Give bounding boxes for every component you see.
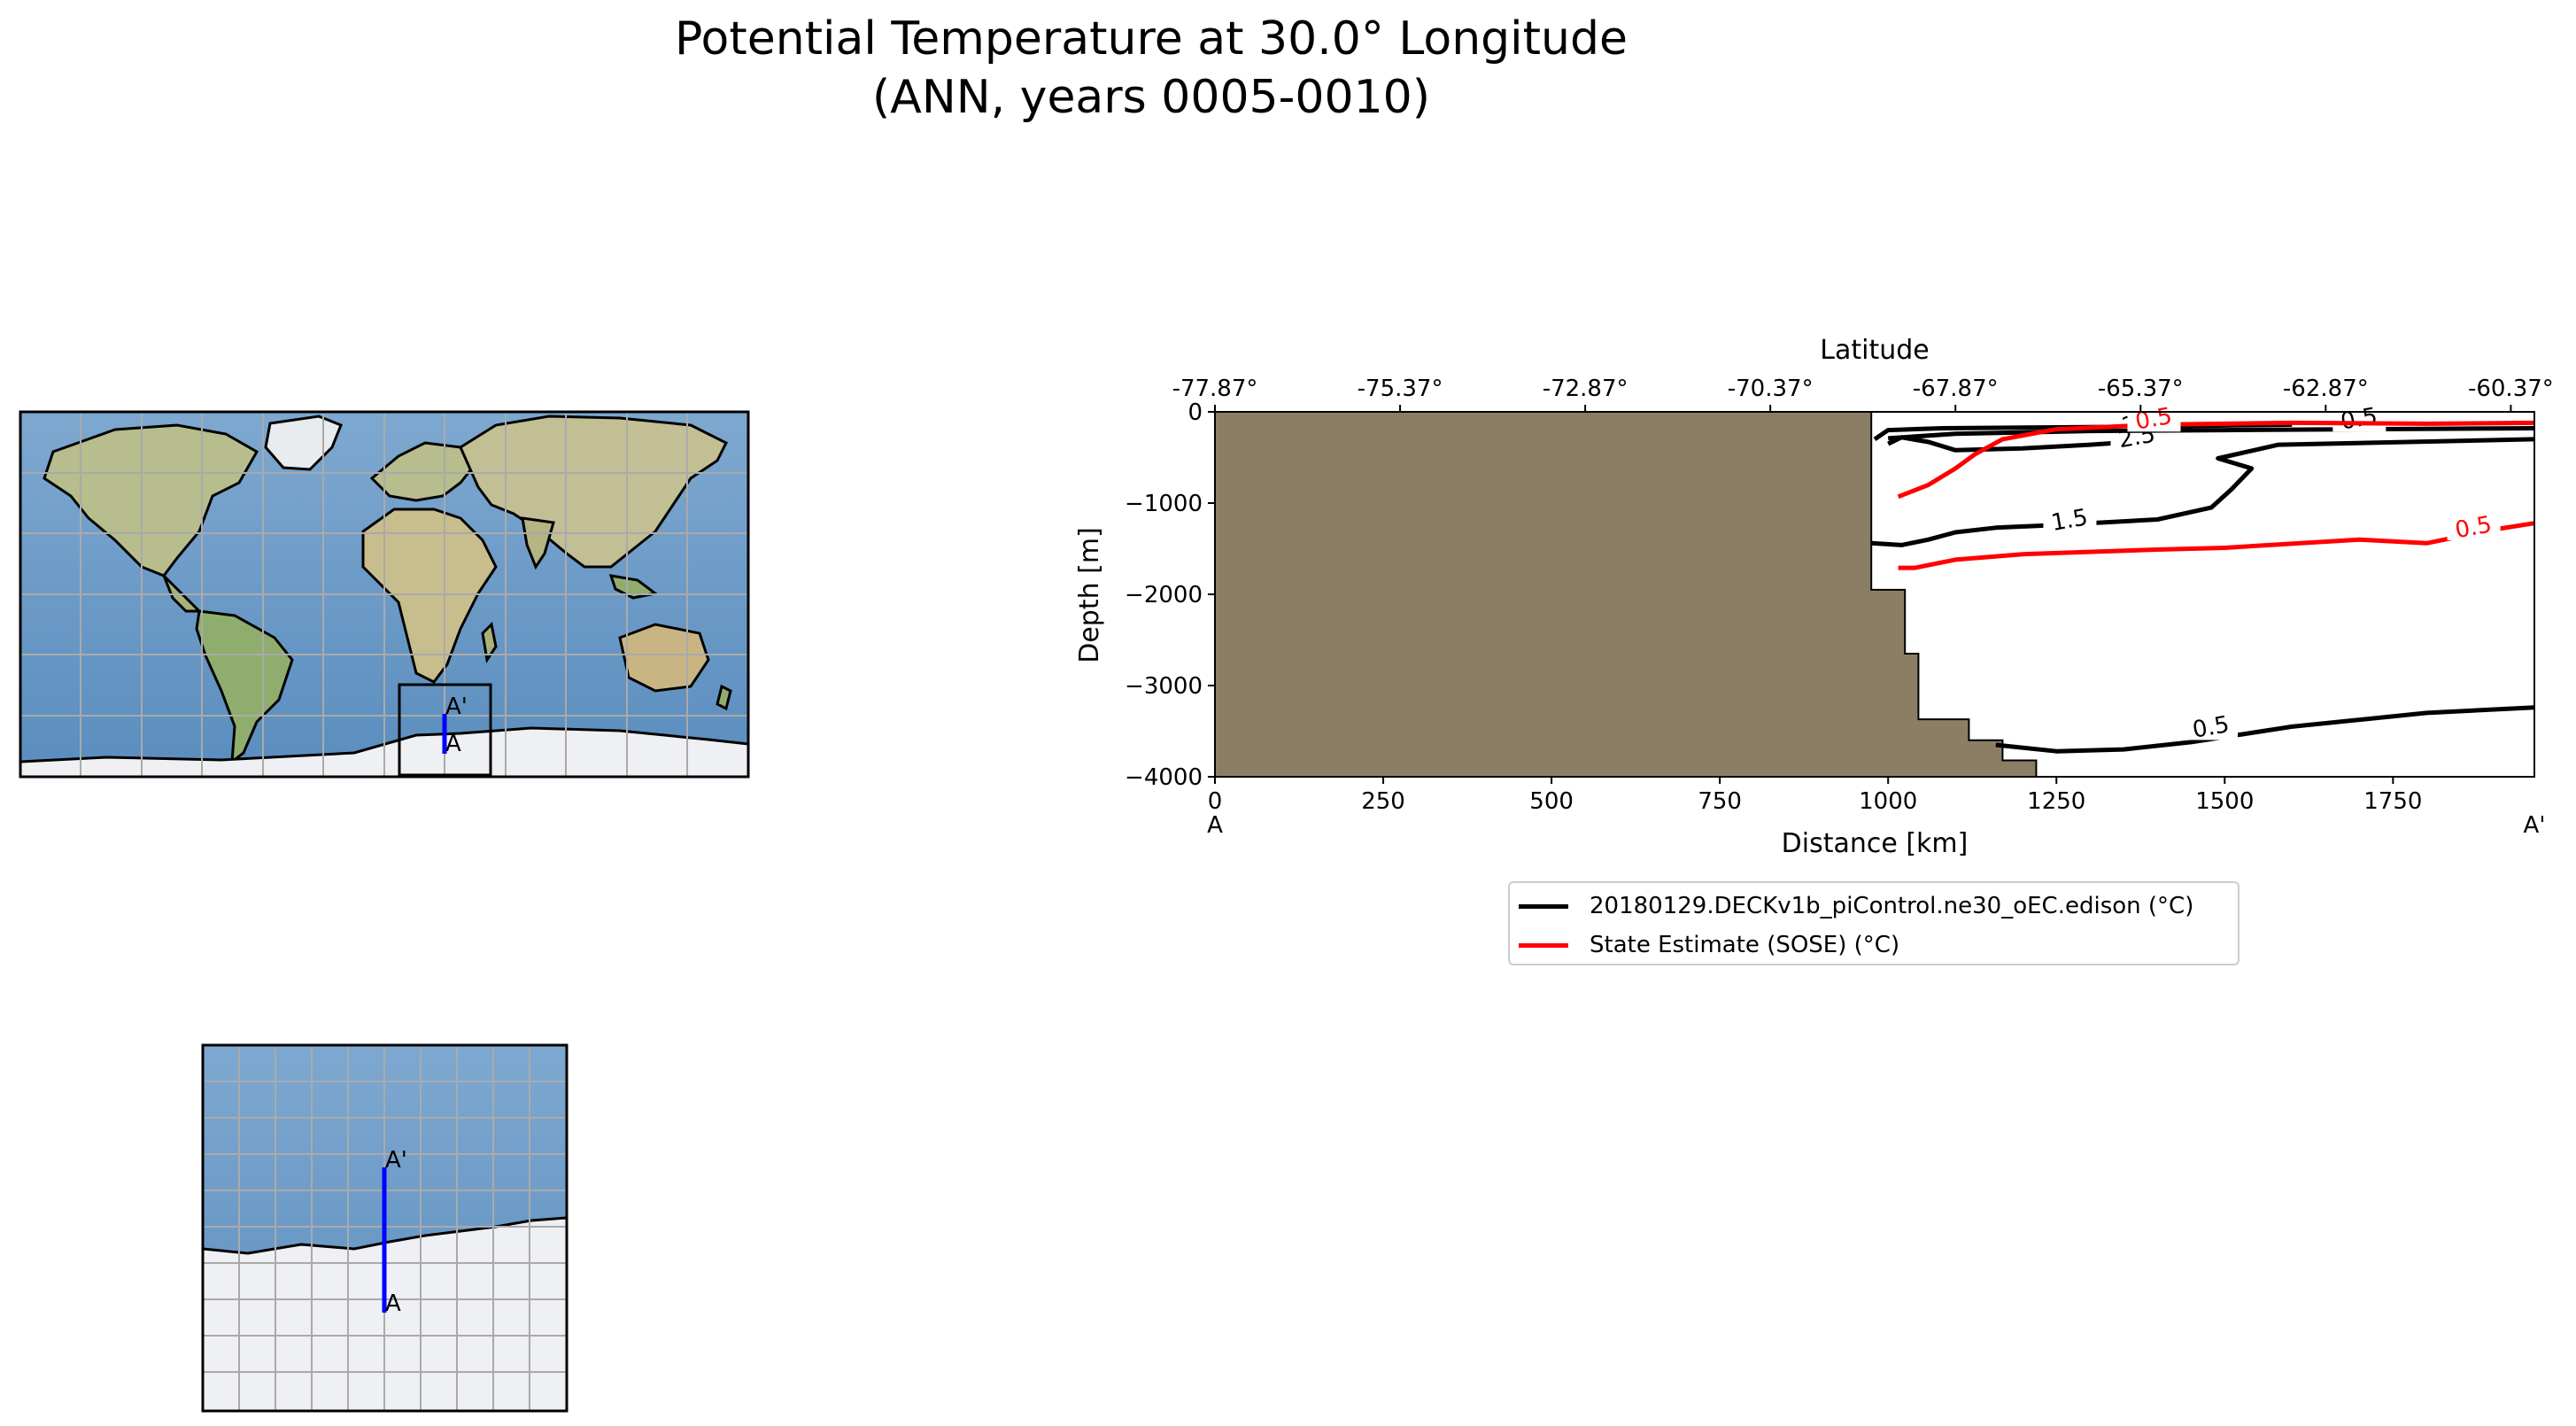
contour-line [1897, 420, 2535, 500]
top-tick-label: -77.87° [1172, 376, 1258, 402]
x-tick-label: 250 [1361, 788, 1405, 815]
top-tick-label: -62.87° [2283, 376, 2369, 402]
y-tick-label: −2000 [1125, 582, 1203, 608]
contour-label-background [2127, 405, 2181, 432]
top-axis-label: Latitude [1820, 335, 1929, 366]
top-tick-label: -67.87° [1913, 376, 1999, 402]
y-tick-label: −4000 [1125, 764, 1203, 791]
inset-label-a: A [385, 1290, 401, 1317]
contour-label: 1.5 [2049, 504, 2090, 537]
endpoint-label-end: A' [2524, 812, 2546, 839]
x-tick-label: 1750 [2363, 788, 2422, 815]
x-tick-label: 750 [1698, 788, 1742, 815]
legend-swatch-sose [1519, 942, 1568, 948]
y-tick-label: 0 [1187, 399, 1203, 426]
legend-swatch-model [1519, 903, 1568, 909]
bathymetry-land [1214, 411, 2038, 778]
contour-label: 0.5 [2453, 512, 2494, 545]
top-tick-label: -60.37° [2468, 376, 2554, 402]
x-tick-label: 1250 [2027, 788, 2085, 815]
x-tick-label: 1500 [2195, 788, 2254, 815]
inset-label-a-prime: A' [385, 1147, 407, 1174]
top-tick-label: -65.37° [2098, 376, 2184, 402]
legend-entry-model: 20180129.DECKv1b_piControl.ne30_oEC.edis… [1519, 888, 2193, 924]
contour-label-background [2332, 405, 2386, 432]
contour-label: 0.5 [2339, 403, 2379, 436]
x-tick-label: 500 [1529, 788, 1574, 815]
y-axis-label: Depth [m] [1074, 527, 1105, 663]
contour-line [1995, 705, 2535, 754]
global-label-a-prime: A' [445, 694, 468, 720]
contour-label: 0.5 [2191, 711, 2232, 744]
inset-extent-box [398, 683, 492, 777]
x-tick-label: 0 [1208, 788, 1223, 815]
legend-entry-sose: State Estimate (SOSE) (°C) [1519, 927, 1899, 963]
chart-title: Potential Temperature at 30.0° Longitude [675, 12, 1628, 66]
contour-label-background [2043, 506, 2097, 533]
chart-legend: 20180129.DECKv1b_piControl.ne30_oEC.edis… [1508, 881, 2239, 965]
x-axis-label: Distance [km] [1782, 828, 1969, 859]
contour-label-background [2185, 713, 2239, 740]
top-tick-label: -70.37° [1728, 376, 1814, 402]
contour-line [1871, 437, 2535, 547]
global-label-a: A [445, 731, 461, 757]
y-tick-label: −3000 [1125, 673, 1203, 700]
chart-subtitle: (ANN, years 0005-0010) [871, 71, 1431, 124]
legend-label-model: 20180129.DECKv1b_piControl.ne30_oEC.edis… [1590, 893, 2194, 919]
top-tick-label: -72.87° [1543, 376, 1628, 402]
legend-label-sose: State Estimate (SOSE) (°C) [1590, 932, 1900, 958]
y-tick-label: −1000 [1125, 491, 1203, 517]
contour-label-background [2447, 513, 2501, 540]
endpoint-label-start: A [1207, 812, 1223, 839]
top-tick-label: -75.37° [1358, 376, 1443, 402]
x-tick-label: 1000 [1859, 788, 1917, 815]
